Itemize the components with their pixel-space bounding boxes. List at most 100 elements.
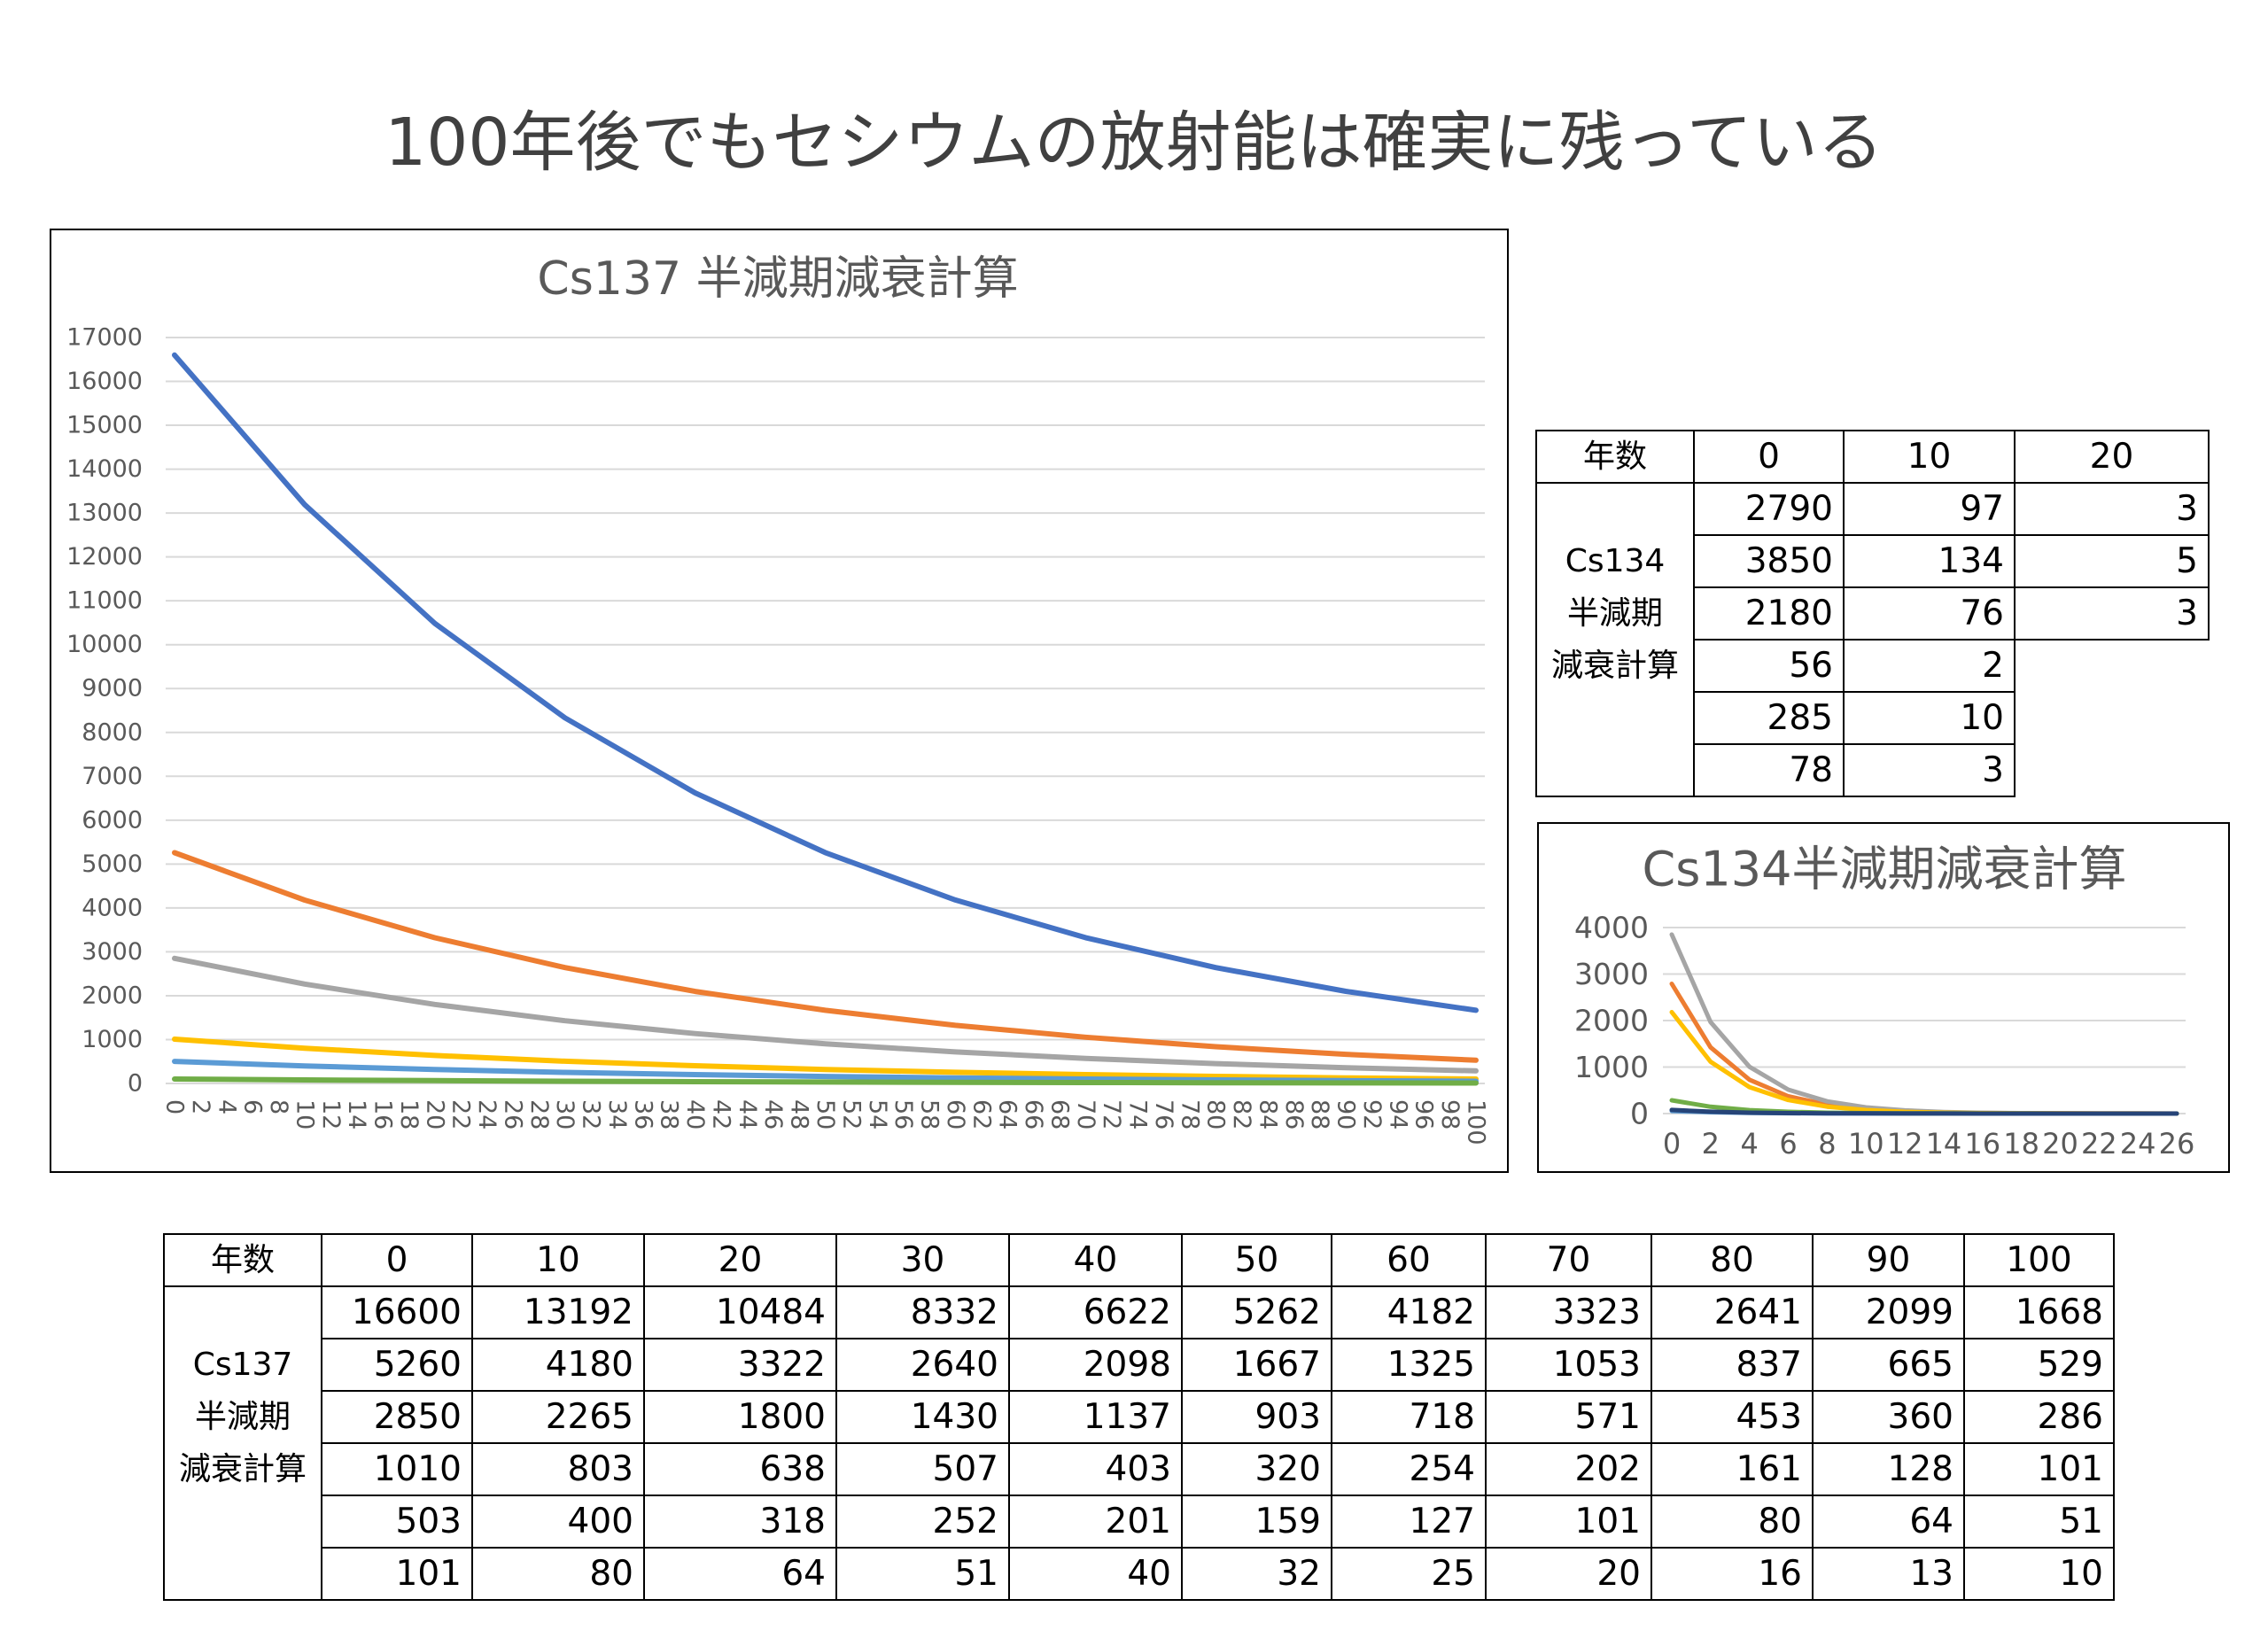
x-tick-label: 0 bbox=[161, 1099, 189, 1114]
table-value: 285 bbox=[1767, 698, 1833, 738]
table-value: 80 bbox=[1758, 1502, 1802, 1541]
x-tick-label: 70 bbox=[1072, 1099, 1099, 1130]
x-tick-label: 62 bbox=[967, 1099, 995, 1130]
row-label: 半減期 bbox=[195, 1399, 291, 1435]
y-tick-label: 0 bbox=[1630, 1097, 1649, 1131]
table-value: 25 bbox=[1431, 1554, 1475, 1594]
x-tick-label: 24 bbox=[2120, 1127, 2156, 1161]
table-value: 2850 bbox=[374, 1397, 462, 1437]
table-cell bbox=[1843, 743, 2016, 797]
table-value: 2098 bbox=[1084, 1345, 1171, 1385]
x-tick-label: 88 bbox=[1306, 1099, 1333, 1130]
table-value: 529 bbox=[2038, 1345, 2103, 1385]
table-value: 78 bbox=[1789, 750, 1833, 790]
y-tick-label: 13000 bbox=[66, 500, 143, 527]
x-tick-label: 8 bbox=[1818, 1127, 1836, 1161]
table-value: 286 bbox=[2038, 1397, 2103, 1437]
table-value: 2180 bbox=[1745, 594, 1833, 633]
y-tick-label: 17000 bbox=[66, 324, 143, 352]
y-tick-label: 2000 bbox=[1574, 1004, 1649, 1038]
table-value: 161 bbox=[1736, 1449, 1802, 1489]
table-cell bbox=[2014, 586, 2210, 641]
table-value: 2 bbox=[1982, 646, 2004, 686]
table-value: 80 bbox=[589, 1554, 633, 1594]
row-label: Cs134 bbox=[1565, 543, 1666, 579]
y-tick-label: 4000 bbox=[1574, 911, 1649, 945]
y-tick-label: 10000 bbox=[66, 631, 143, 658]
data-line bbox=[172, 352, 1479, 1013]
x-tick-label: 64 bbox=[994, 1099, 1021, 1130]
x-tick-label: 20 bbox=[421, 1099, 448, 1130]
y-tick-label: 15000 bbox=[66, 412, 143, 439]
x-tick-label: 40 bbox=[681, 1099, 709, 1130]
table-value: 3323 bbox=[1553, 1293, 1641, 1332]
column-header: 10 bbox=[1907, 437, 1952, 477]
y-tick-label: 8000 bbox=[82, 718, 143, 746]
y-tick-label: 12000 bbox=[66, 543, 143, 571]
column-header: 30 bbox=[901, 1240, 945, 1280]
data-line bbox=[172, 850, 1479, 1063]
table-value: 3 bbox=[2176, 594, 2198, 633]
table-value: 1668 bbox=[2016, 1293, 2103, 1332]
x-tick-label: 48 bbox=[786, 1099, 813, 1130]
column-header: 60 bbox=[1386, 1240, 1431, 1280]
column-header: 20 bbox=[718, 1240, 763, 1280]
table-value: 128 bbox=[1888, 1449, 1953, 1489]
column-header: 100 bbox=[2006, 1240, 2071, 1280]
y-tick-label: 3000 bbox=[82, 938, 143, 966]
x-tick-label: 100 bbox=[1463, 1099, 1490, 1145]
table-value: 13192 bbox=[524, 1293, 633, 1332]
y-tick-label: 16000 bbox=[66, 368, 143, 395]
x-tick-label: 42 bbox=[707, 1099, 734, 1130]
table-value: 64 bbox=[1909, 1502, 1953, 1541]
x-tick-label: 84 bbox=[1254, 1099, 1281, 1130]
x-tick-label: 38 bbox=[656, 1099, 683, 1130]
table-value: 101 bbox=[1575, 1502, 1641, 1541]
table-value: 903 bbox=[1255, 1397, 1321, 1437]
column-header: 0 bbox=[386, 1240, 408, 1280]
column-header: 90 bbox=[1867, 1240, 1911, 1280]
x-tick-label: 10 bbox=[1848, 1127, 1884, 1161]
row-label: Cs137 bbox=[193, 1347, 293, 1383]
data-line bbox=[172, 1037, 1479, 1082]
y-tick-label: 0 bbox=[128, 1070, 143, 1098]
table-value: 2265 bbox=[546, 1397, 633, 1437]
table-value: 837 bbox=[1736, 1345, 1802, 1385]
table-cell bbox=[163, 1285, 322, 1601]
table-value: 403 bbox=[1106, 1449, 1171, 1489]
table-value: 16 bbox=[1758, 1554, 1802, 1594]
x-tick-label: 6 bbox=[1779, 1127, 1797, 1161]
x-tick-label: 58 bbox=[916, 1099, 944, 1130]
x-tick-label: 2 bbox=[1702, 1127, 1720, 1161]
table-value: 51 bbox=[2059, 1502, 2103, 1541]
table-value: 1325 bbox=[1387, 1345, 1475, 1385]
table-value: 3 bbox=[2176, 489, 2198, 529]
x-tick-label: 86 bbox=[1280, 1099, 1308, 1130]
table-value: 1053 bbox=[1553, 1345, 1641, 1385]
table-value: 134 bbox=[1938, 541, 2004, 581]
column-header: 50 bbox=[1235, 1240, 1279, 1280]
table-value: 76 bbox=[1960, 594, 2004, 633]
table-value: 400 bbox=[568, 1502, 633, 1541]
table-value: 1800 bbox=[738, 1397, 826, 1437]
x-tick-label: 98 bbox=[1436, 1099, 1464, 1130]
table-value: 360 bbox=[1888, 1397, 1953, 1437]
chart-title: Cs137 半減期減衰計算 bbox=[537, 252, 1018, 306]
x-tick-label: 10 bbox=[291, 1099, 318, 1130]
x-tick-label: 54 bbox=[864, 1099, 891, 1130]
y-tick-label: 6000 bbox=[82, 806, 143, 834]
table-value: 571 bbox=[1575, 1397, 1641, 1437]
table-value: 159 bbox=[1255, 1502, 1321, 1541]
table-value: 101 bbox=[2038, 1449, 2103, 1489]
x-tick-label: 46 bbox=[759, 1099, 787, 1130]
data-line bbox=[172, 955, 1479, 1074]
column-header: 0 bbox=[1758, 437, 1780, 477]
x-tick-label: 22 bbox=[447, 1099, 475, 1130]
table-value: 20 bbox=[1596, 1554, 1641, 1594]
x-tick-label: 0 bbox=[1663, 1127, 1681, 1161]
y-tick-label: 7000 bbox=[82, 763, 143, 790]
table-value: 5 bbox=[2176, 541, 2198, 581]
table-value: 718 bbox=[1410, 1397, 1475, 1437]
x-tick-label: 50 bbox=[812, 1099, 839, 1130]
x-tick-label: 4 bbox=[213, 1099, 240, 1114]
